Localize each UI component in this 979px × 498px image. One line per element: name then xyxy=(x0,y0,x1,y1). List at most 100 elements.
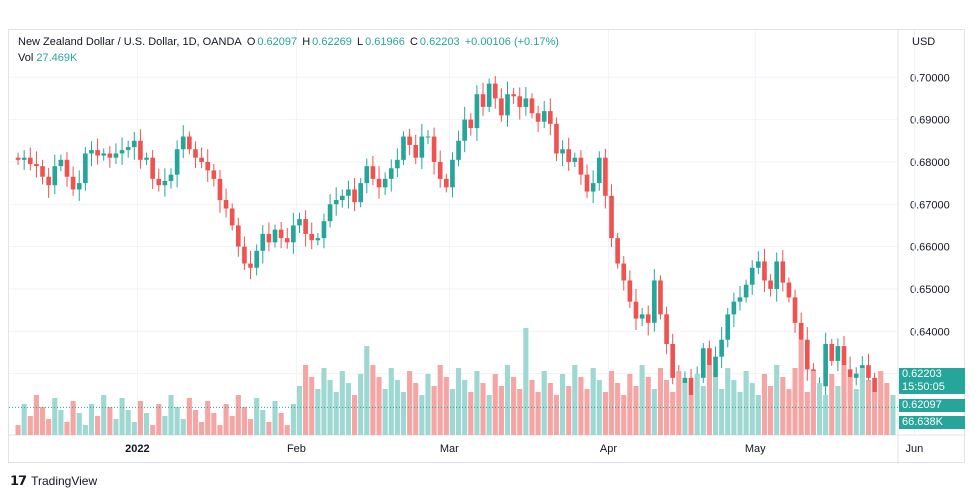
candle-body xyxy=(27,157,33,165)
candle-body xyxy=(756,261,761,268)
volume-bar xyxy=(211,413,217,435)
volume-bar xyxy=(731,380,737,435)
candle-body xyxy=(578,157,584,175)
volume-bar xyxy=(890,395,896,435)
volume-bar xyxy=(884,383,890,435)
volume-bar xyxy=(345,383,352,435)
volume-bar xyxy=(27,416,33,435)
volume-bar xyxy=(486,395,492,435)
volume-bar xyxy=(847,377,853,435)
candle-body xyxy=(235,225,241,247)
candle-body xyxy=(358,183,363,203)
volume-bar xyxy=(101,395,107,435)
volume-bar xyxy=(676,371,682,435)
volume-bar xyxy=(376,377,382,435)
candle-body xyxy=(535,113,541,122)
candle-body xyxy=(131,140,137,148)
volume-bar xyxy=(315,389,321,435)
volume-bar xyxy=(449,389,456,435)
open-price-tag: 0.62097 xyxy=(899,399,965,412)
volume-bar xyxy=(64,422,70,435)
candle-body xyxy=(798,322,804,340)
price-tick-label: 0.65000 xyxy=(910,284,950,296)
candle-body xyxy=(743,284,749,298)
candle-body xyxy=(364,166,370,184)
candle-body xyxy=(664,314,669,344)
candle-body xyxy=(211,170,217,179)
candle-body xyxy=(492,83,498,99)
candle-body xyxy=(768,280,773,289)
volume-bar xyxy=(468,392,474,435)
volume-bar xyxy=(388,368,394,435)
volume-bar xyxy=(694,374,700,435)
chart-frame: 0.70000 0.69000 0.68000 0.67000 0.66000 0.650… xyxy=(8,29,966,464)
candle-body xyxy=(388,168,394,179)
volume-bar xyxy=(76,413,82,435)
high-value: 0.62269 xyxy=(312,36,352,48)
candle-body xyxy=(541,111,547,122)
volume-bar xyxy=(321,368,327,435)
candle-body xyxy=(762,261,767,281)
candle-body xyxy=(456,140,461,160)
candle-body xyxy=(407,136,412,145)
volume-bar xyxy=(266,422,272,435)
candle-body xyxy=(150,157,155,179)
volume-legend: Vol 27.469K xyxy=(18,52,77,64)
candle-body xyxy=(229,208,235,226)
candle-body xyxy=(419,136,425,158)
candle-body xyxy=(749,267,755,285)
volume-bar xyxy=(786,389,792,435)
candle-body xyxy=(688,377,694,400)
tradingview-logo[interactable]: 𝟭𝟳 TradingView xyxy=(10,473,97,489)
volume-bar xyxy=(737,392,743,435)
volume-bar xyxy=(443,377,449,435)
candle-body xyxy=(223,200,229,209)
candle-body xyxy=(505,94,510,116)
candle-body xyxy=(645,314,651,323)
time-tick-label: Feb xyxy=(287,443,306,455)
candle-body xyxy=(847,369,853,378)
volume-bar xyxy=(137,401,143,435)
candle-body xyxy=(83,153,88,184)
volume-bar xyxy=(517,389,523,435)
volume-bar xyxy=(351,395,358,435)
volume-bar xyxy=(749,383,755,435)
candle-body xyxy=(499,98,504,116)
chart-canvas[interactable]: 0.70000 0.69000 0.68000 0.67000 0.66000 0.650… xyxy=(9,30,966,464)
volume-bar xyxy=(303,365,309,435)
volume-bar xyxy=(431,386,437,435)
tradingview-logo-icon: 𝟭𝟳 xyxy=(10,473,27,488)
volume-bar xyxy=(413,383,419,435)
volume-bar xyxy=(768,386,774,435)
volume-bar xyxy=(633,386,639,435)
volume-bar xyxy=(339,371,345,435)
candle-body xyxy=(431,136,437,162)
volume-bar xyxy=(425,374,431,435)
volume-bar xyxy=(143,413,150,435)
volume-bar xyxy=(407,371,413,435)
volume-bar xyxy=(859,368,865,435)
candle-body xyxy=(450,159,455,188)
volume-bar xyxy=(523,328,529,435)
candle-body xyxy=(125,147,131,151)
candle-body xyxy=(792,297,798,323)
volume-bar xyxy=(370,365,376,435)
candle-body xyxy=(34,164,39,167)
volume-bar xyxy=(107,407,113,435)
candle-body xyxy=(804,339,810,370)
volume-bar xyxy=(480,383,486,435)
candle-body xyxy=(40,166,45,177)
volume-bar xyxy=(15,425,21,435)
volume-bar xyxy=(192,410,199,435)
candle-body xyxy=(333,200,339,205)
currency-label: USD xyxy=(912,36,936,48)
candle-body xyxy=(168,174,174,181)
candle-body xyxy=(352,189,357,203)
time-tick-label: Jun xyxy=(905,443,923,455)
candle-body xyxy=(156,178,162,186)
candle-body xyxy=(52,166,58,186)
volume-bar xyxy=(688,395,694,435)
candle-body xyxy=(297,219,302,226)
candle-body xyxy=(76,183,82,190)
candle-body xyxy=(187,136,192,150)
